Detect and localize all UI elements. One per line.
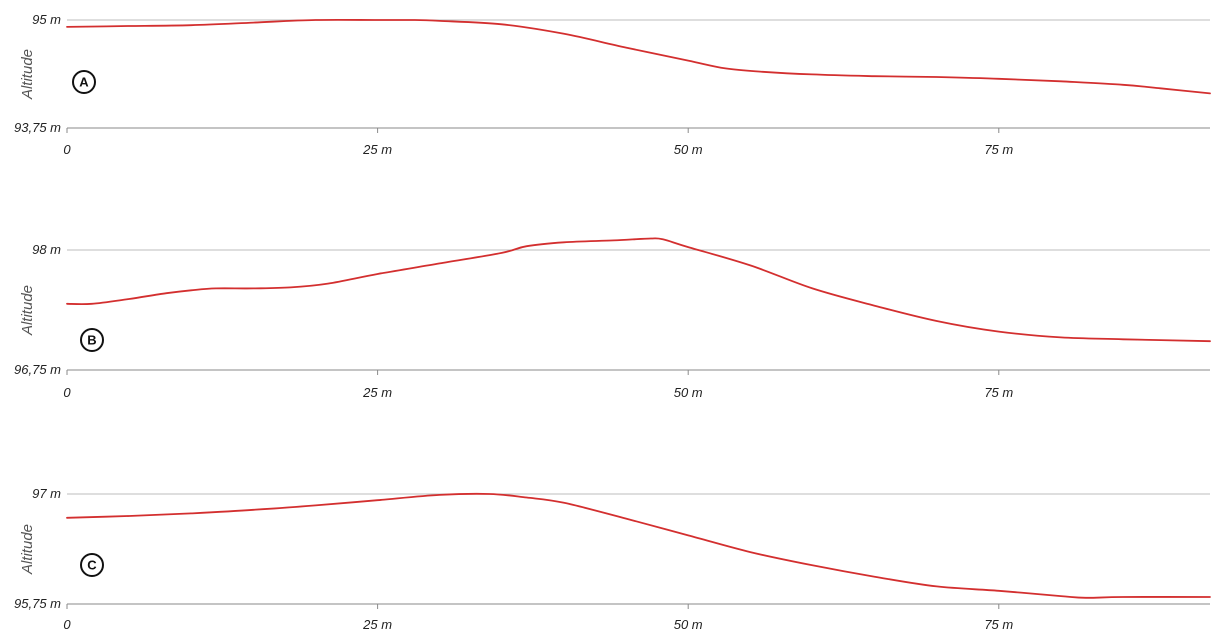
x-tick-label: 25 m — [362, 617, 392, 632]
y-tick-label-bottom: 93,75 m — [14, 120, 61, 135]
x-tick-label: 75 m — [984, 142, 1013, 157]
x-tick-label: 50 m — [674, 617, 703, 632]
x-tick-label: 50 m — [674, 385, 703, 400]
badge-letter: C — [87, 558, 97, 573]
altitude-series-line — [66, 492, 1211, 599]
altitude-series-line — [66, 237, 1211, 343]
x-tick-label: 75 m — [984, 617, 1013, 632]
chart-panel-c: 97 m 95,75 m0 25 m 50 m 75 m Altitude C — [14, 486, 1211, 632]
x-tick-label: 0 — [63, 617, 71, 632]
x-tick-label: 50 m — [674, 142, 703, 157]
badge-circle — [72, 70, 96, 94]
panel-badge: B — [80, 328, 104, 352]
y-axis-title: Altitude — [19, 49, 36, 100]
y-tick-label-top: 97 m — [32, 486, 61, 501]
y-axis-title: Altitude — [19, 285, 36, 336]
chart-panel-b: 98 m 96,75 m0 25 m 50 m 75 m Altitude B — [14, 237, 1211, 400]
panel-badge: A — [72, 70, 96, 94]
x-tick-label: 25 m — [362, 142, 392, 157]
chart-panel-a: 95 m 93,75 m0 25 m 50 m 75 m Altitude A — [14, 12, 1211, 157]
x-tick-label: 0 — [63, 385, 71, 400]
badge-circle — [80, 553, 104, 577]
badge-letter: B — [87, 333, 96, 348]
panel-badge: C — [80, 553, 104, 577]
y-tick-label-bottom: 95,75 m — [14, 596, 61, 611]
y-tick-label-top: 98 m — [32, 242, 61, 257]
badge-letter: A — [79, 75, 89, 90]
badge-circle — [80, 328, 104, 352]
altitude-series-line — [66, 18, 1211, 95]
y-tick-label-top: 95 m — [32, 12, 61, 27]
x-tick-label: 75 m — [984, 385, 1013, 400]
x-tick-label: 0 — [63, 142, 71, 157]
x-tick-label: 25 m — [362, 385, 392, 400]
y-tick-label-bottom: 96,75 m — [14, 362, 61, 377]
y-axis-title: Altitude — [19, 524, 36, 575]
